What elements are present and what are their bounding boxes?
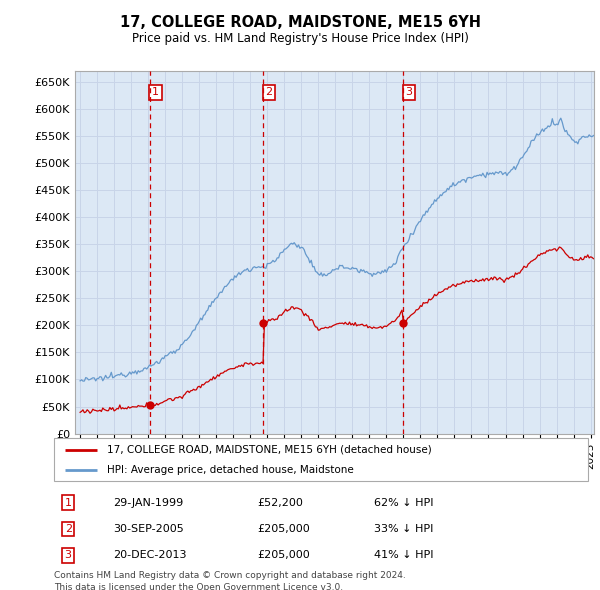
Text: 33% ↓ HPI: 33% ↓ HPI	[374, 524, 434, 534]
Text: HPI: Average price, detached house, Maidstone: HPI: Average price, detached house, Maid…	[107, 465, 354, 475]
Text: 17, COLLEGE ROAD, MAIDSTONE, ME15 6YH (detached house): 17, COLLEGE ROAD, MAIDSTONE, ME15 6YH (d…	[107, 445, 432, 455]
Text: 41% ↓ HPI: 41% ↓ HPI	[374, 550, 434, 560]
Text: £205,000: £205,000	[257, 524, 310, 534]
Text: £205,000: £205,000	[257, 550, 310, 560]
Text: 2: 2	[65, 524, 72, 534]
FancyBboxPatch shape	[54, 438, 588, 481]
Text: Price paid vs. HM Land Registry's House Price Index (HPI): Price paid vs. HM Land Registry's House …	[131, 32, 469, 45]
Text: 62% ↓ HPI: 62% ↓ HPI	[374, 498, 434, 507]
Text: 3: 3	[406, 87, 412, 97]
Text: 3: 3	[65, 550, 71, 560]
Text: 29-JAN-1999: 29-JAN-1999	[113, 498, 183, 507]
Text: 20-DEC-2013: 20-DEC-2013	[113, 550, 186, 560]
Text: 30-SEP-2005: 30-SEP-2005	[113, 524, 184, 534]
Text: Contains HM Land Registry data © Crown copyright and database right 2024.
This d: Contains HM Land Registry data © Crown c…	[54, 571, 406, 590]
Text: 1: 1	[152, 87, 159, 97]
Text: 17, COLLEGE ROAD, MAIDSTONE, ME15 6YH: 17, COLLEGE ROAD, MAIDSTONE, ME15 6YH	[119, 15, 481, 30]
Text: 2: 2	[266, 87, 273, 97]
Text: £52,200: £52,200	[257, 498, 303, 507]
Text: 1: 1	[65, 498, 71, 507]
